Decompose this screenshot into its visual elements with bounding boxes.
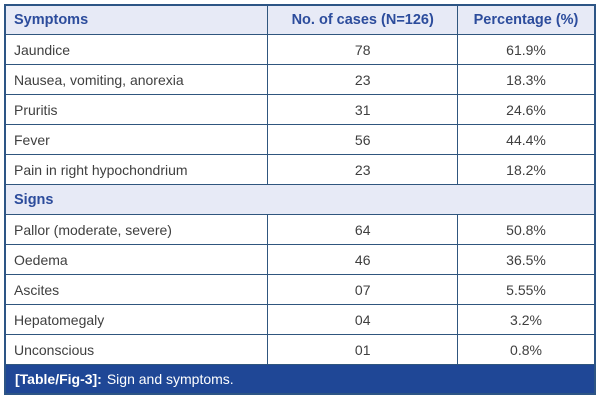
percentage-cell: 44.4% <box>457 124 596 155</box>
symptom-cell: Jaundice <box>4 34 269 65</box>
table-row: Hepatomegaly 04 3.2% <box>4 304 596 335</box>
caption-text: Sign and symptoms. <box>106 371 234 387</box>
table-row: Pain in right hypochondrium 23 18.2% <box>4 154 596 185</box>
table-row: Jaundice 78 61.9% <box>4 34 596 65</box>
cases-cell: 04 <box>267 304 459 335</box>
symptoms-table: Symptoms No. of cases (N=126) Percentage… <box>4 4 596 395</box>
column-header-cases: No. of cases (N=126) <box>267 4 459 35</box>
caption-figure-label: [Table/Fig-3]: <box>15 371 102 387</box>
percentage-cell: 0.8% <box>457 334 596 365</box>
sign-cell: Unconscious <box>4 334 269 365</box>
symptom-cell: Pruritis <box>4 94 269 125</box>
cases-cell: 46 <box>267 244 459 275</box>
sign-cell: Ascites <box>4 274 269 305</box>
percentage-cell: 5.55% <box>457 274 596 305</box>
percentage-cell: 3.2% <box>457 304 596 335</box>
cases-cell: 31 <box>267 94 459 125</box>
section-header-label: Signs <box>4 184 596 215</box>
symptom-cell: Pain in right hypochondrium <box>4 154 269 185</box>
cases-cell: 78 <box>267 34 459 65</box>
symptom-cell: Fever <box>4 124 269 155</box>
percentage-cell: 36.5% <box>457 244 596 275</box>
column-header-symptoms: Symptoms <box>4 4 269 35</box>
table-row: Oedema 46 36.5% <box>4 244 596 275</box>
table-row: Pruritis 31 24.6% <box>4 94 596 125</box>
cases-cell: 56 <box>267 124 459 155</box>
cases-cell: 23 <box>267 64 459 95</box>
section-header-signs: Signs <box>4 184 596 215</box>
column-header-percentage: Percentage (%) <box>457 4 596 35</box>
sign-cell: Hepatomegaly <box>4 304 269 335</box>
percentage-cell: 18.3% <box>457 64 596 95</box>
percentage-cell: 61.9% <box>457 34 596 65</box>
percentage-cell: 50.8% <box>457 214 596 245</box>
table-row: Ascites 07 5.55% <box>4 274 596 305</box>
cases-cell: 23 <box>267 154 459 185</box>
table-row: Nausea, vomiting, anorexia 23 18.3% <box>4 64 596 95</box>
table-row: Unconscious 01 0.8% <box>4 334 596 365</box>
percentage-cell: 18.2% <box>457 154 596 185</box>
table-row: Pallor (moderate, severe) 64 50.8% <box>4 214 596 245</box>
table-row: Fever 56 44.4% <box>4 124 596 155</box>
cases-cell: 07 <box>267 274 459 305</box>
sign-cell: Pallor (moderate, severe) <box>4 214 269 245</box>
percentage-cell: 24.6% <box>457 94 596 125</box>
cases-cell: 01 <box>267 334 459 365</box>
cases-cell: 64 <box>267 214 459 245</box>
table-caption-row: [Table/Fig-3]: Sign and symptoms. <box>4 364 596 395</box>
sign-cell: Oedema <box>4 244 269 275</box>
symptom-cell: Nausea, vomiting, anorexia <box>4 64 269 95</box>
table-header-row: Symptoms No. of cases (N=126) Percentage… <box>4 4 596 35</box>
table-caption: [Table/Fig-3]: Sign and symptoms. <box>4 364 596 395</box>
